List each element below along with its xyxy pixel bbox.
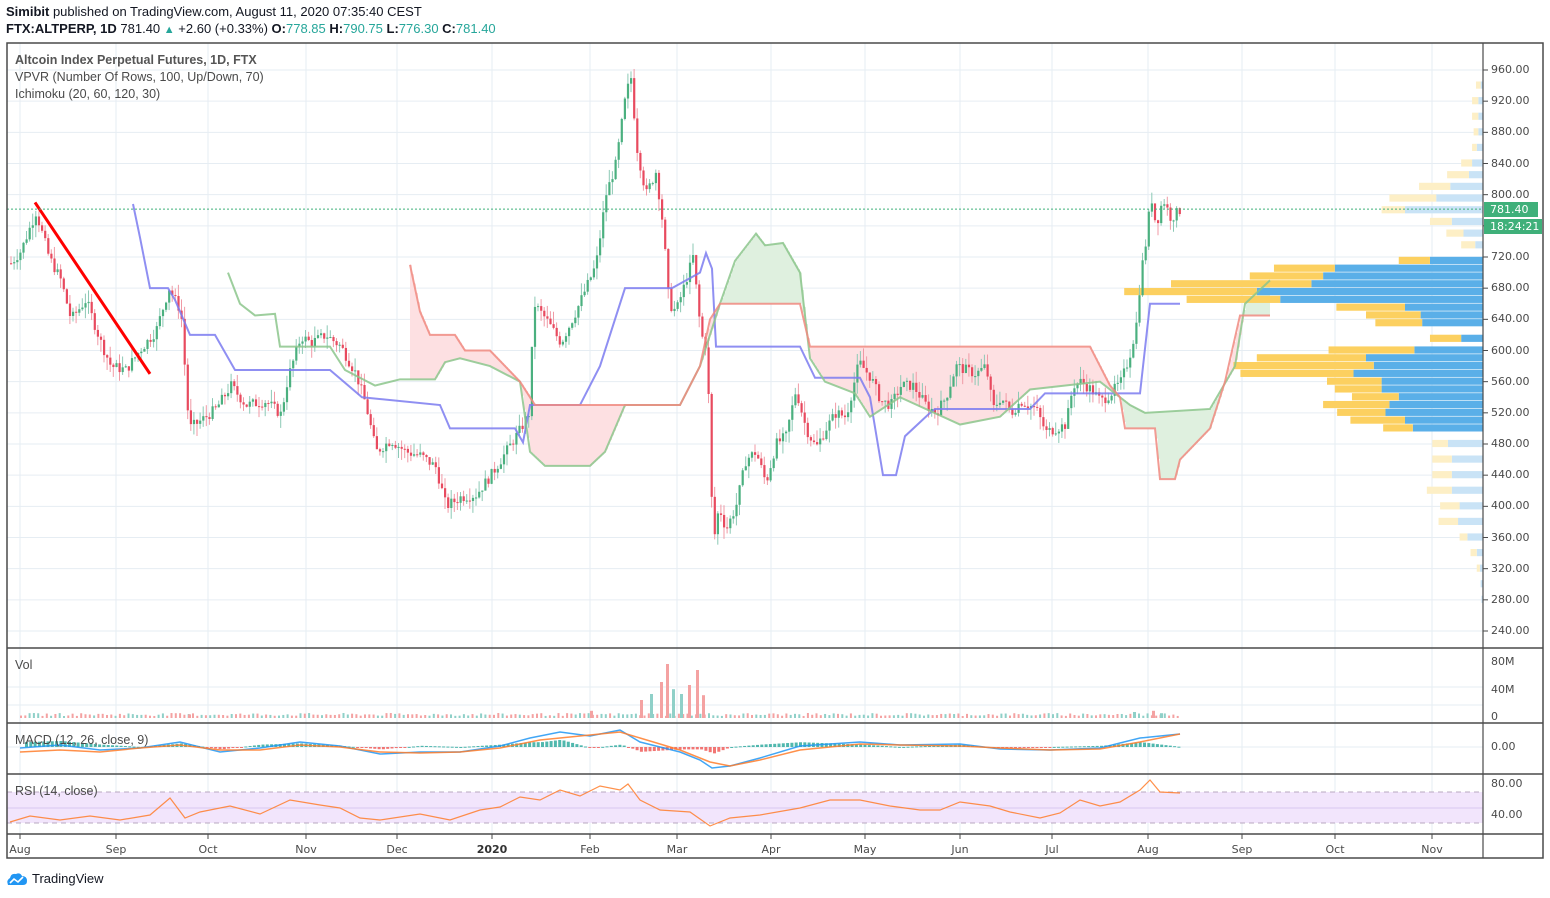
bar-countdown-tag: 18:24:21 <box>1484 219 1542 234</box>
publish-text: published on TradingView.com, August 11,… <box>49 4 422 19</box>
rsi-pane-label[interactable]: RSI (14, close) <box>15 784 98 798</box>
tradingview-logo[interactable]: TradingView <box>6 871 104 886</box>
low-value: 776.30 <box>398 21 439 36</box>
time-axis-tick: Aug <box>1137 843 1159 856</box>
macd-pane-label[interactable]: MACD (12, 26, close, 9) <box>15 733 149 747</box>
time-axis-tick: Sep <box>105 843 127 856</box>
time-axis-tick: Aug <box>9 843 31 856</box>
time-axis-tick: Apr <box>761 843 781 856</box>
symbol-label: FTX:ALTPERP, 1D <box>6 21 117 36</box>
price-axis-tick: 280.00 <box>1491 592 1530 606</box>
price-axis-tick: 680.00 <box>1491 281 1530 295</box>
vpvr-histogram <box>1124 81 1483 603</box>
price-axis-tick: 520.00 <box>1491 405 1530 419</box>
last-price: 781.40 <box>120 21 161 36</box>
publish-info: Simibit published on TradingView.com, Au… <box>6 4 422 19</box>
price-axis-tick: 960.00 <box>1491 63 1530 76</box>
ichimoku-legend[interactable]: Ichimoku (20, 60, 120, 30) <box>15 87 161 101</box>
price-axis-tick: 480.00 <box>1491 437 1530 450</box>
open-label: O: <box>271 21 286 36</box>
time-axis-tick: Dec <box>386 843 408 856</box>
time-axis-tick: Oct <box>198 843 218 856</box>
price-axis-tick: 800.00 <box>1491 187 1530 201</box>
price-candles <box>10 68 1181 545</box>
price-axis-tick: 320.00 <box>1491 561 1530 575</box>
price-axis-tick: 440.00 <box>1491 468 1530 482</box>
price-axis-tick: 240.00 <box>1491 624 1530 637</box>
author-name: Simibit <box>6 4 50 19</box>
price-axis-tick: 360.00 <box>1491 530 1530 544</box>
time-axis-tick: Nov <box>295 843 317 856</box>
high-value: 790.75 <box>343 21 383 36</box>
price-axis-tick: 560.00 <box>1491 374 1530 388</box>
chart-title: Altcoin Index Perpetual Futures, 1D, FTX <box>15 53 257 67</box>
close-value: 781.40 <box>455 21 496 36</box>
time-axis-tick: Oct <box>1325 843 1345 856</box>
rsi-axis-tick: 40.00 <box>1491 808 1523 821</box>
time-axis-tick: Sep <box>1231 843 1253 856</box>
price-axis-tick: 600.00 <box>1491 343 1530 357</box>
price-axis-tick: 840.00 <box>1491 156 1530 170</box>
tradingview-cloud-icon <box>7 872 28 885</box>
time-axis-tick: Nov <box>1421 843 1443 856</box>
tradingview-logo-text: TradingView <box>32 871 104 886</box>
vpvr-legend[interactable]: VPVR (Number Of Rows, 100, Up/Down, 70) <box>15 70 264 84</box>
time-axis-tick: Mar <box>666 843 688 856</box>
time-axis-tick: Feb <box>580 843 600 856</box>
time-axis-tick: Jul <box>1045 843 1059 856</box>
sub-panes <box>7 664 1483 827</box>
price-axis-tick: 880.00 <box>1491 125 1530 139</box>
high-label: H: <box>329 21 344 36</box>
volume-axis-tick: 40M <box>1491 683 1515 696</box>
price-axis-tick: 720.00 <box>1491 250 1530 263</box>
price-axis-tick: 640.00 <box>1491 312 1530 326</box>
ichimoku-cloud <box>410 233 1270 480</box>
rsi-axis-tick: 80.00 <box>1491 777 1523 790</box>
grid-lines <box>7 43 1483 834</box>
up-triangle-icon: ▲ <box>163 24 175 36</box>
volume-axis-tick: 80M <box>1491 655 1515 668</box>
symbol-ohlc-line: FTX:ALTPERP, 1D 781.40 ▲ +2.60 (+0.33%) … <box>6 21 496 36</box>
time-axis-tick: May <box>853 843 877 856</box>
price-axis-tick: 920.00 <box>1491 94 1530 108</box>
close-label: C: <box>442 21 456 36</box>
time-axis-tick: 2020 <box>476 843 508 856</box>
volume-pane-label[interactable]: Vol <box>15 658 33 672</box>
open-value: 778.85 <box>286 21 326 36</box>
time-axis-tick: Jun <box>951 843 969 856</box>
price-axis-tick: 400.00 <box>1491 499 1530 513</box>
indicator-lines <box>7 201 1483 481</box>
low-label: L: <box>386 21 399 36</box>
price-change: +2.60 (+0.33%) <box>178 21 268 36</box>
chart-frame <box>6 42 1544 859</box>
macd-axis-tick: 0.00 <box>1491 740 1516 753</box>
last-price-tag: 781.40 <box>1484 202 1538 217</box>
volume-axis-tick: 0 <box>1491 710 1498 723</box>
